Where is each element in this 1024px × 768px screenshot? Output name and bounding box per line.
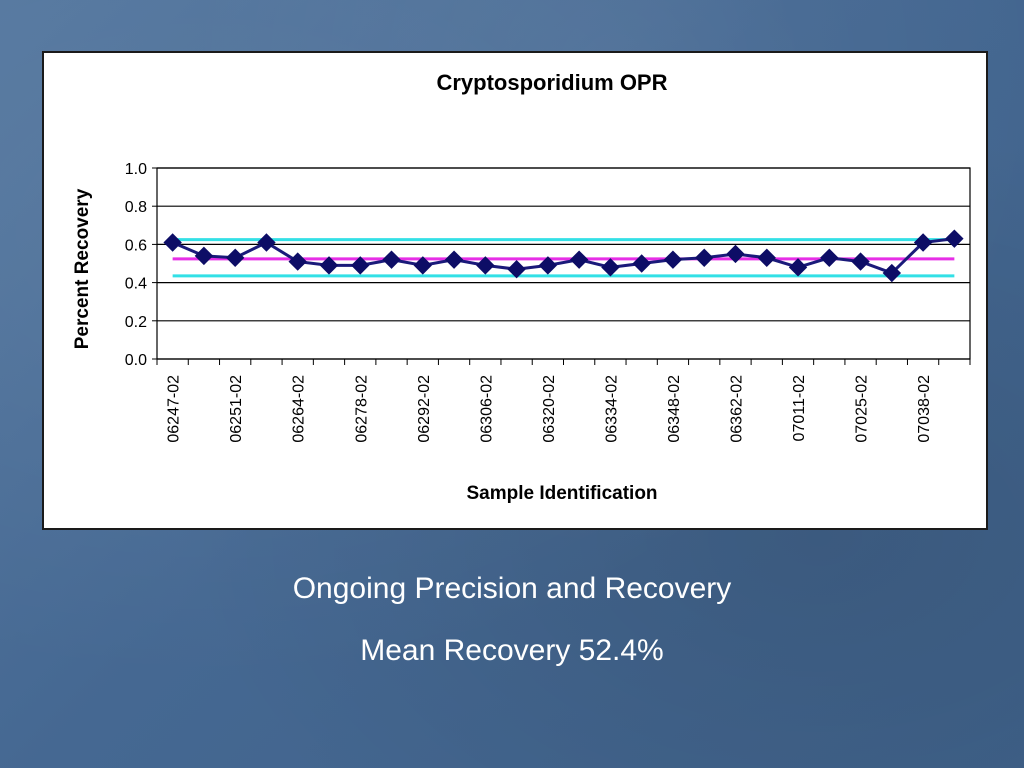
y-tick-label: 0.2 <box>125 314 147 331</box>
data-point <box>820 248 839 267</box>
data-point <box>382 250 401 269</box>
data-point <box>726 244 745 264</box>
chart-frame: Cryptosporidium OPR Percent Recovery Sam… <box>42 51 988 530</box>
x-axis-label: Sample Identification <box>466 483 657 504</box>
caption-line-2: Mean Recovery 52.4% <box>360 634 664 667</box>
y-tick-label: 1.0 <box>125 161 147 178</box>
data-point <box>225 248 245 267</box>
data-point <box>945 229 964 248</box>
chart-svg: Cryptosporidium OPR Percent Recovery Sam… <box>72 70 971 504</box>
data-point <box>882 263 902 283</box>
data-point <box>695 248 714 267</box>
chart-title: Cryptosporidium OPR <box>436 70 667 95</box>
x-tick-label: 06264-02 <box>291 375 308 443</box>
x-tick-label: 06334-02 <box>603 375 620 443</box>
x-tick-label: 06348-02 <box>666 375 683 443</box>
x-tick-label: 06251-02 <box>228 375 245 443</box>
data-point <box>507 260 526 279</box>
data-point <box>788 258 808 277</box>
y-tick-label: 0.4 <box>125 276 147 293</box>
data-point <box>413 256 432 275</box>
data-point <box>538 256 558 275</box>
data-point <box>632 254 651 273</box>
caption-line-1: Ongoing Precision and Recovery <box>292 572 732 605</box>
data-point <box>851 252 870 271</box>
data-point <box>663 250 683 269</box>
data-point <box>288 252 307 271</box>
x-tick-label: 07038-02 <box>916 375 933 443</box>
data-point <box>194 246 214 266</box>
data-point <box>163 233 182 252</box>
y-tick-label: 0.0 <box>125 352 147 369</box>
x-tick-label: 06292-02 <box>416 375 433 443</box>
x-tick-label: 06362-02 <box>728 375 745 443</box>
data-point <box>444 250 464 269</box>
data-point <box>757 248 776 267</box>
x-tick-label: 06306-02 <box>478 375 495 443</box>
y-tick-label: 0.6 <box>125 237 147 254</box>
data-point <box>569 250 589 269</box>
data-point <box>319 256 339 275</box>
data-point <box>913 233 933 252</box>
x-tick-label: 06247-02 <box>166 375 183 443</box>
data-point <box>476 256 495 275</box>
x-tick-label: 07011-02 <box>791 375 808 442</box>
y-axis-label: Percent Recovery <box>72 188 93 349</box>
x-tick-label: 07025-02 <box>854 375 871 443</box>
plot-area: 0.0 0.2 0.4 0.6 0.8 1.0 06247-02 06251-02 06264-… <box>125 161 971 443</box>
data-point <box>601 258 620 277</box>
data-point <box>257 233 276 252</box>
x-tick-label: 06278-02 <box>353 375 370 443</box>
y-tick-label: 0.8 <box>125 199 147 216</box>
data-point <box>351 256 370 275</box>
x-tick-label: 06320-02 <box>541 375 558 443</box>
